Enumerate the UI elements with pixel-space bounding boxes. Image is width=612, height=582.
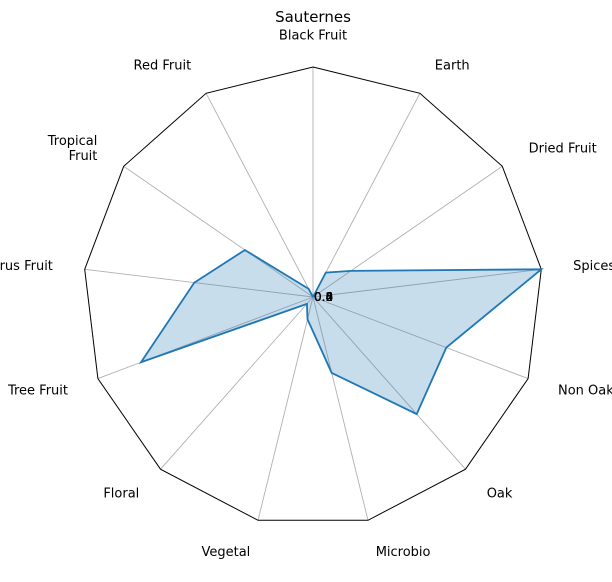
spoke [205, 93, 314, 298]
category-label: Microbio [376, 545, 431, 560]
spoke [257, 296, 314, 521]
category-label: Non Oak [558, 383, 612, 398]
spoke [160, 296, 314, 470]
spoke [123, 165, 314, 298]
spoke [312, 296, 529, 380]
grid-spokes [84, 67, 542, 521]
category-label: Red Fruit [134, 59, 192, 74]
spoke [312, 296, 466, 470]
spoke [312, 296, 369, 521]
radial-tick-labels: 0.00.20.40.60.8 [314, 290, 333, 304]
tick-label: 0.2 [314, 290, 333, 304]
category-label: Floral [103, 487, 139, 502]
tick-label: 0.6 [314, 290, 333, 304]
tick-label: 0.8 [314, 290, 333, 304]
spoke [312, 165, 503, 298]
series-line [138, 248, 544, 416]
spoke [312, 93, 421, 298]
category-label: Spices [573, 259, 612, 274]
series-area [141, 250, 542, 415]
category-label: Vegetal [201, 545, 250, 560]
category-label: Tree Fruit [7, 383, 68, 398]
chart-title: Sauternes [275, 8, 351, 26]
tick-label: 0.0 [314, 290, 333, 304]
outer-frame [84, 66, 542, 521]
category-label: Citrus Fruit [0, 259, 53, 274]
category-label: Tropical Fruit [47, 134, 98, 164]
category-label: Dried Fruit [529, 142, 597, 157]
category-label: Black Fruit [279, 29, 347, 44]
tick-label: 0.4 [314, 290, 333, 304]
spoke [312, 268, 542, 298]
category-label: Earth [435, 59, 470, 74]
category-label: Oak [487, 487, 513, 502]
spoke [84, 268, 314, 298]
category-labels: Black Fruit Earth Dried Fruit Spices Non Oak… [0, 29, 612, 560]
spoke [97, 296, 314, 380]
